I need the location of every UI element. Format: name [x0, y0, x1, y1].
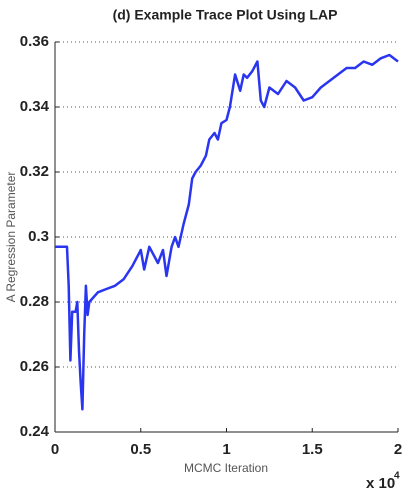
y-tick-label: 0.34	[20, 98, 50, 115]
x-tick-label: 0.5	[130, 441, 151, 458]
x-multiplier-exponent: 4	[394, 471, 400, 482]
x-tick-label: 1	[222, 441, 230, 458]
x-tick-label: 2	[394, 441, 402, 458]
x-axis-label: MCMC Iteration	[184, 461, 268, 475]
y-axis-label: A Regression Parameter	[4, 172, 18, 303]
y-tick-label: 0.36	[20, 33, 49, 50]
x-multiplier: x 10	[366, 475, 395, 491]
y-tick-label: 0.24	[20, 423, 50, 440]
y-tick-label: 0.28	[20, 293, 49, 310]
x-tick-label: 1.5	[302, 441, 323, 458]
chart-title: (d) Example Trace Plot Using LAP	[113, 7, 338, 23]
y-tick-label: 0.3	[28, 228, 49, 245]
y-tick-label: 0.32	[20, 163, 49, 180]
y-tick-label: 0.26	[20, 358, 49, 375]
x-tick-label: 0	[51, 441, 59, 458]
trace-line	[55, 53, 399, 411]
